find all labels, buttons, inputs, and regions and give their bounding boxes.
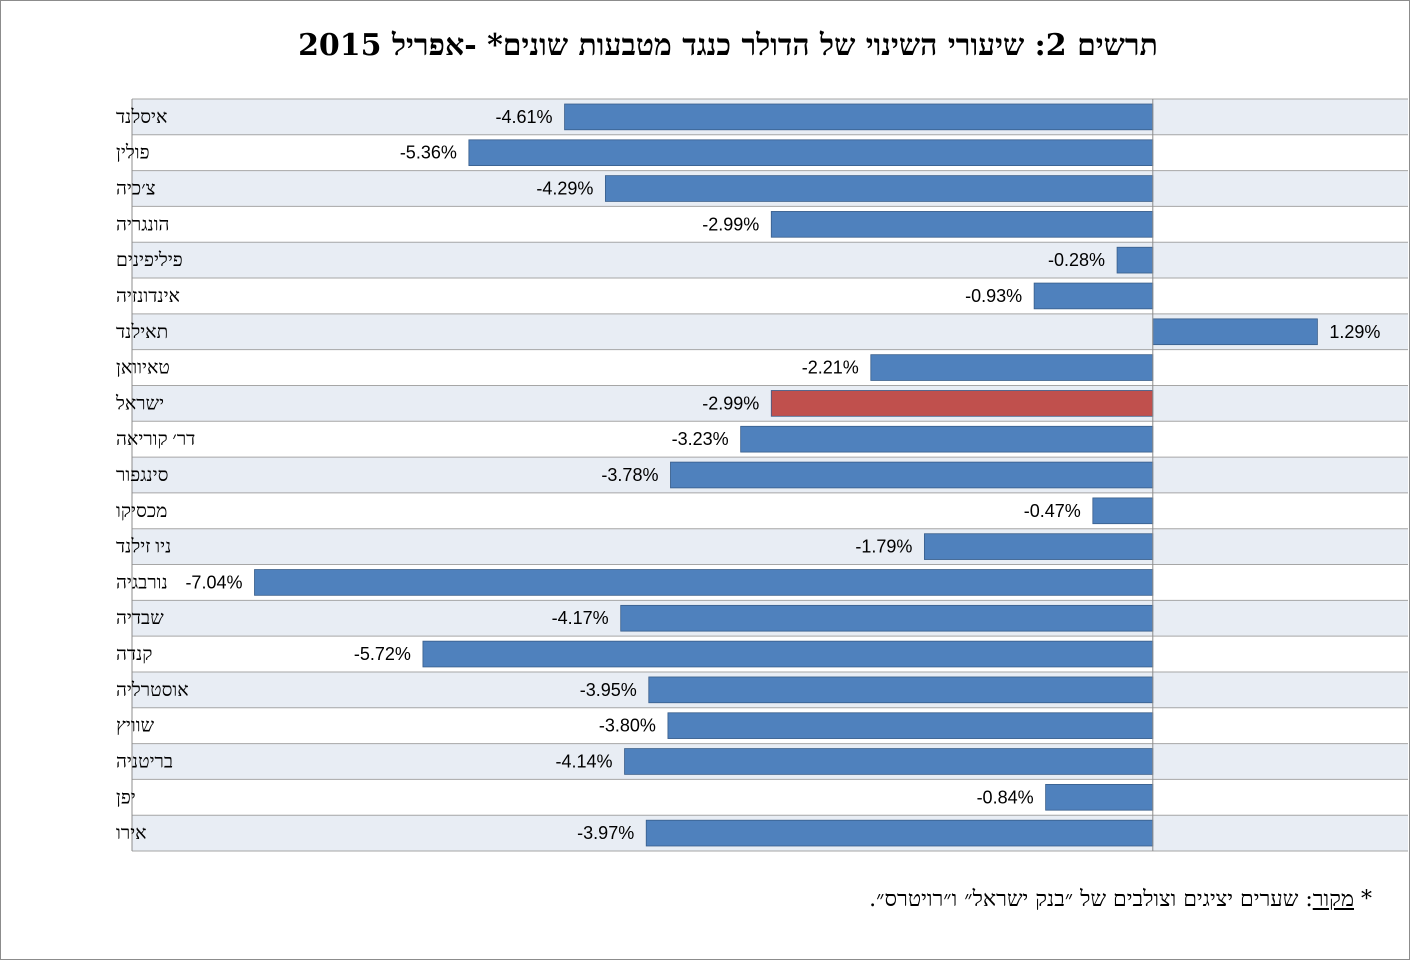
bar (1152, 318, 1318, 346)
category-label: טאיוואן (116, 358, 170, 379)
bar (422, 640, 1154, 668)
category-label: סינגפור (116, 465, 168, 486)
category-label: ישראל (115, 393, 164, 414)
category-label: תאילנד (116, 322, 168, 343)
category-label: יפן (116, 787, 136, 808)
footnote-colon: : (1305, 887, 1313, 912)
category-label: אינדונזיה (116, 286, 180, 307)
bar (645, 819, 1154, 847)
data-label: -4.61% (496, 107, 553, 127)
category-label: שוויץ (116, 716, 155, 737)
category-label: ניו זילנד (116, 537, 171, 558)
category-label: פולין (116, 143, 150, 164)
data-label: -5.72% (354, 644, 411, 664)
bar (1092, 497, 1154, 525)
bar (604, 175, 1154, 202)
category-label: שבדיה (116, 608, 164, 629)
data-label: -3.78% (601, 465, 658, 485)
row-band (132, 385, 1408, 422)
category-label: נורבגיה (116, 572, 168, 593)
bar (667, 712, 1154, 739)
data-label: -2.99% (702, 393, 759, 413)
bar (254, 569, 1154, 596)
bar (624, 748, 1154, 775)
data-label: -0.93% (965, 286, 1022, 306)
data-label: -0.28% (1048, 250, 1105, 270)
category-label: אוסטרליה (116, 680, 189, 701)
data-label: -4.29% (536, 179, 593, 199)
data-label: -7.04% (185, 572, 242, 592)
category-label: צ׳כיה (116, 179, 156, 200)
category-label: פיליפינים (116, 250, 183, 271)
bar (564, 103, 1154, 131)
data-label: -3.23% (672, 429, 729, 449)
data-label: -0.47% (1024, 501, 1081, 521)
bar (923, 533, 1154, 560)
data-label: -4.14% (555, 751, 612, 771)
data-label: 1.29% (1329, 322, 1380, 342)
data-label: -1.79% (855, 537, 912, 557)
category-label: אירו (116, 823, 147, 844)
chart-title: תרשים 2: שיעורי השינוי של הדולר כנגד מטב… (298, 28, 1158, 63)
bar (1045, 783, 1154, 811)
bar (1116, 246, 1154, 274)
data-label: -3.80% (599, 716, 656, 736)
category-label: דר׳ קוריאה (116, 429, 195, 450)
category-label: איסלנד (116, 107, 167, 128)
footnote-star: * (1361, 887, 1372, 912)
bar (620, 604, 1154, 632)
row-band (132, 528, 1408, 565)
data-label: -2.21% (802, 358, 859, 378)
footnote-text: שערים יציגים וצולבים של ״בנק ישראל״ ו״רו… (869, 887, 1306, 912)
data-label: -0.84% (977, 787, 1034, 807)
data-label: -4.17% (552, 608, 609, 628)
bar (468, 139, 1154, 167)
data-label: -2.99% (702, 214, 759, 234)
bar (740, 425, 1154, 453)
source-footnote: * מקור: שערים יציגים וצולבים של ״בנק ישר… (869, 886, 1372, 912)
bar (770, 211, 1154, 238)
footnote-source-word: מקור (1312, 887, 1354, 912)
bar (648, 676, 1154, 704)
data-label: -5.36% (400, 143, 457, 163)
category-label: קנדה (116, 644, 152, 665)
row-band (132, 242, 1408, 279)
data-label: -3.97% (577, 823, 634, 843)
bar-highlight (770, 390, 1154, 417)
bar (670, 461, 1154, 489)
bar (870, 354, 1154, 381)
data-label: -3.95% (580, 680, 637, 700)
bar (1033, 282, 1154, 310)
category-label: מכסיקו (116, 501, 167, 522)
category-label: הונגריה (116, 214, 169, 235)
category-label: בריטניה (116, 751, 173, 772)
